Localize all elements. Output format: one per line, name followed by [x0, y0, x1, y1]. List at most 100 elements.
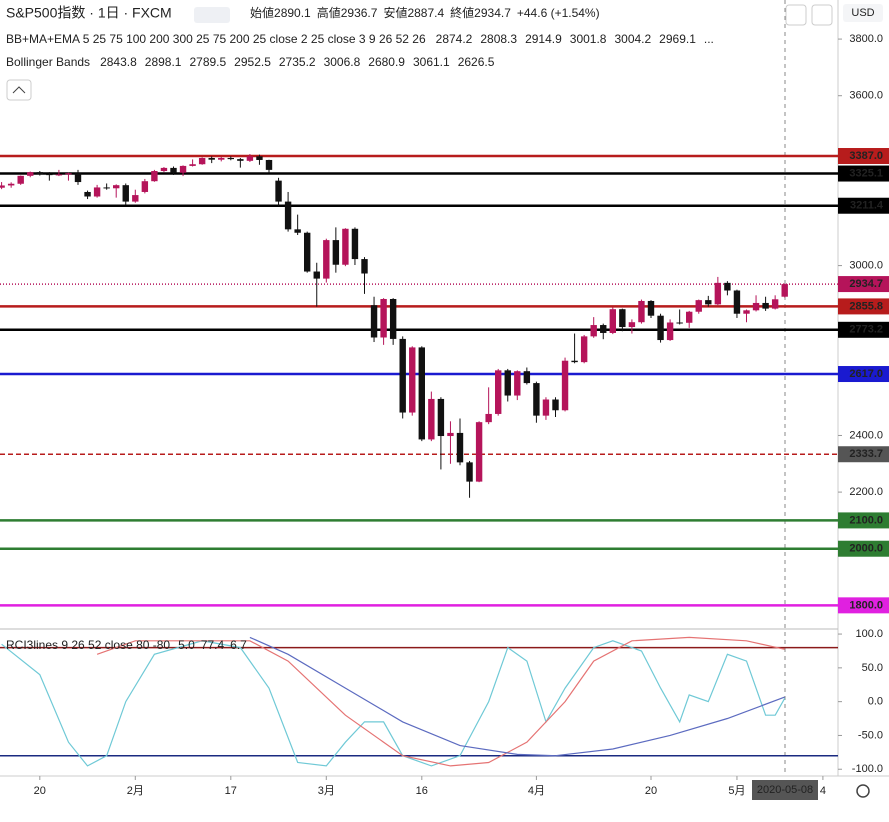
- candle-body: [619, 309, 626, 328]
- candle-body: [514, 371, 521, 396]
- candle-body: [447, 432, 454, 437]
- header-text: 終値: [450, 5, 474, 20]
- x-tick-label: 2月: [127, 785, 144, 797]
- candle-body: [743, 310, 750, 314]
- candle-body: [284, 201, 292, 230]
- x-tick-label: 20: [645, 785, 657, 797]
- candle-body: [103, 187, 110, 189]
- rci-y-tick-label: 0.0: [868, 696, 883, 708]
- header-text: 2843.8: [100, 55, 137, 69]
- level-label-bg: [838, 276, 889, 293]
- candle-body: [437, 398, 445, 437]
- x-tick-label: 4: [820, 785, 826, 797]
- header-text: 3004.2: [614, 32, 651, 46]
- candle-body: [533, 383, 540, 416]
- candle-body: [771, 299, 779, 309]
- header-text: 2914.9: [525, 32, 562, 46]
- level-label: 3325.1: [849, 167, 883, 179]
- candle-body: [600, 325, 607, 333]
- rci-line: [1, 640, 786, 767]
- candle-body: [170, 167, 177, 173]
- header-text: 5.0: [178, 638, 195, 652]
- candle-body: [65, 173, 72, 175]
- candle-body: [342, 228, 349, 265]
- header-text: 2680.9: [368, 55, 405, 69]
- level-label-bg: [838, 512, 889, 529]
- candle-body: [580, 336, 588, 363]
- candle-body: [189, 164, 196, 166]
- candle-body: [571, 360, 578, 363]
- candle-body: [323, 240, 330, 279]
- x-tick-label: 4月: [528, 785, 545, 797]
- candle-body: [409, 347, 416, 413]
- header-text: 3001.8: [570, 32, 607, 46]
- compare-button[interactable]: [194, 7, 230, 23]
- candle-body: [752, 302, 760, 311]
- rci-line: [249, 636, 785, 757]
- header-text: 2789.5: [189, 55, 226, 69]
- scroll-button[interactable]: [785, 4, 807, 26]
- reset-button[interactable]: [811, 4, 833, 26]
- level-label-bg: [838, 540, 889, 557]
- candle-body: [46, 174, 53, 176]
- collapse-button[interactable]: [6, 79, 32, 101]
- candle-body: [132, 195, 139, 202]
- header-text: 2887.4: [407, 6, 444, 20]
- level-label-bg: [838, 148, 889, 165]
- candle-body: [380, 298, 387, 338]
- y-tick-label: 3000.0: [849, 259, 883, 271]
- header-text: 始値: [250, 5, 274, 20]
- header-text: Bollinger Bands: [6, 55, 90, 69]
- candle-body: [237, 159, 244, 161]
- candle-body: [705, 300, 712, 305]
- candle-body: [724, 282, 731, 291]
- candle-body: [666, 322, 674, 341]
- level-label: 2333.7: [849, 448, 883, 460]
- candle-body: [657, 315, 664, 341]
- level-label: 2773.2: [849, 324, 883, 336]
- candle-body: [456, 432, 464, 463]
- rci-line: [96, 636, 785, 767]
- candle-body: [485, 413, 492, 423]
- level-label-bg: [838, 597, 889, 614]
- candle-body: [781, 284, 788, 297]
- candle-body: [151, 171, 158, 182]
- level-label: 2855.8: [849, 300, 883, 312]
- candle-body: [609, 309, 616, 333]
- header-text: +44.6 (+1.54%): [517, 6, 600, 20]
- level-label-bg: [838, 366, 889, 383]
- candle-body: [504, 370, 511, 396]
- candle-body: [638, 300, 645, 323]
- rci-y-tick-label: -50.0: [858, 729, 883, 741]
- candle-body: [552, 399, 559, 411]
- candle-body: [733, 290, 741, 314]
- rci-y-tick-label: 50.0: [862, 662, 883, 674]
- date-label-bg: [752, 780, 818, 800]
- candle-body: [714, 282, 722, 305]
- candle-body: [695, 300, 702, 312]
- header-text: 2808.3: [480, 32, 517, 46]
- candle-body: [590, 325, 597, 337]
- level-label-bg: [838, 321, 889, 338]
- candle-body: [84, 191, 91, 197]
- candle-body: [208, 157, 215, 160]
- candle-body: [561, 360, 569, 411]
- x-tick-label: 3月: [318, 785, 335, 797]
- settings-icon[interactable]: [856, 784, 870, 798]
- candle-body: [686, 311, 693, 323]
- candle-body: [313, 271, 320, 279]
- header-text: 安値: [383, 5, 407, 20]
- candle-body: [762, 302, 769, 309]
- candle-body: [17, 175, 24, 184]
- candle-body: [361, 259, 368, 274]
- candle-body: [370, 305, 378, 338]
- level-label: 3387.0: [849, 150, 883, 162]
- candle-body: [218, 157, 225, 160]
- currency-button[interactable]: [843, 4, 883, 22]
- header-text: RCI3lines 9 26 52 close 80 -80: [6, 638, 170, 652]
- header-text: 2626.5: [458, 55, 495, 69]
- candle-body: [0, 185, 5, 188]
- header-text: 2934.7: [474, 6, 511, 20]
- candle-body: [198, 157, 206, 165]
